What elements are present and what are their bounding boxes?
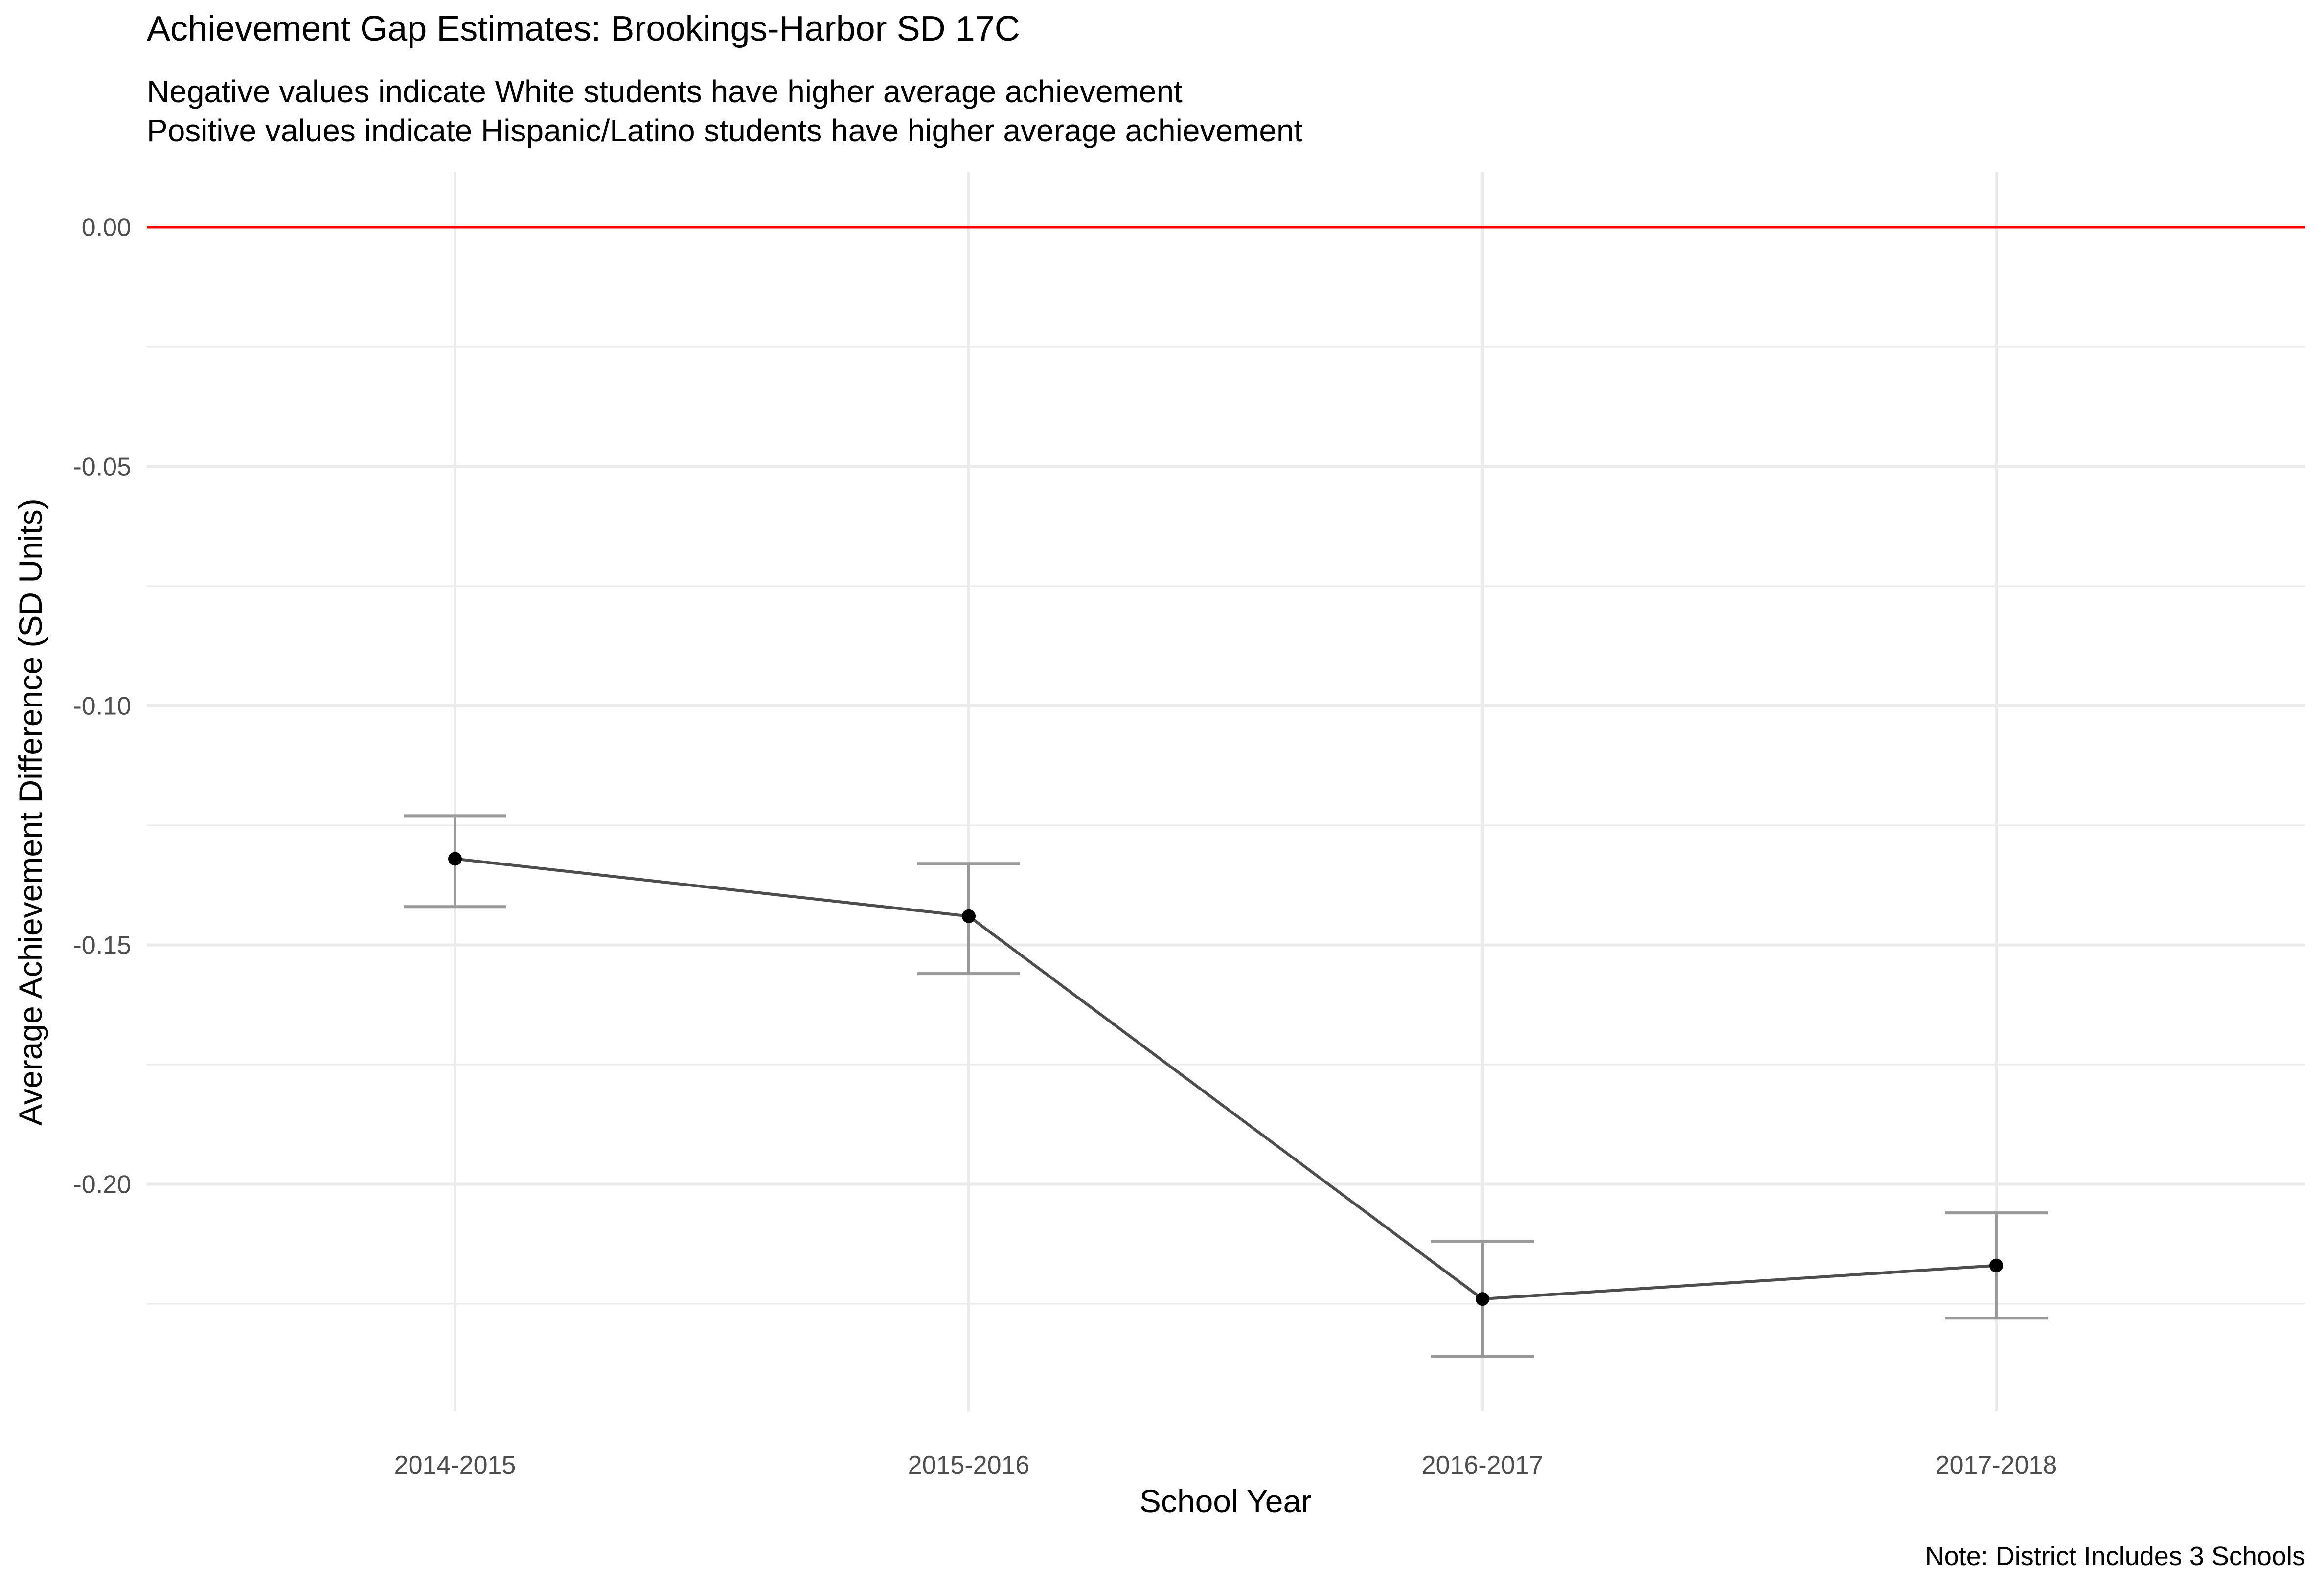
y-tick-label: -0.05	[73, 453, 131, 481]
y-axis-label: Average Achievement Difference (SD Units…	[12, 499, 48, 1126]
y-tick-label: -0.10	[73, 692, 131, 720]
x-axis-label: School Year	[1139, 1483, 1312, 1519]
x-tick-label: 2017-2018	[1936, 1451, 2057, 1479]
y-tick-label: 0.00	[82, 213, 131, 242]
series-line	[455, 857, 1997, 1301]
y-tick-label: -0.15	[73, 931, 131, 959]
chart-subtitle-line-2: Positive values indicate Hispanic/Latino…	[147, 113, 1303, 148]
chart-caption: Note: District Includes 3 Schools	[1925, 1542, 2305, 1571]
x-tick-label: 2015-2016	[908, 1451, 1030, 1479]
data-point	[448, 852, 462, 866]
chart-title: Achievement Gap Estimates: Brookings-Har…	[147, 9, 1020, 48]
data-point	[1989, 1258, 2003, 1272]
y-tick-label: -0.20	[73, 1170, 131, 1199]
chart-subtitle-line-1: Negative values indicate White students …	[147, 74, 1183, 109]
x-tick-label: 2016-2017	[1422, 1451, 1544, 1479]
data-point	[962, 909, 976, 923]
x-tick-label: 2014-2015	[394, 1451, 516, 1479]
data-point	[1476, 1292, 1489, 1306]
